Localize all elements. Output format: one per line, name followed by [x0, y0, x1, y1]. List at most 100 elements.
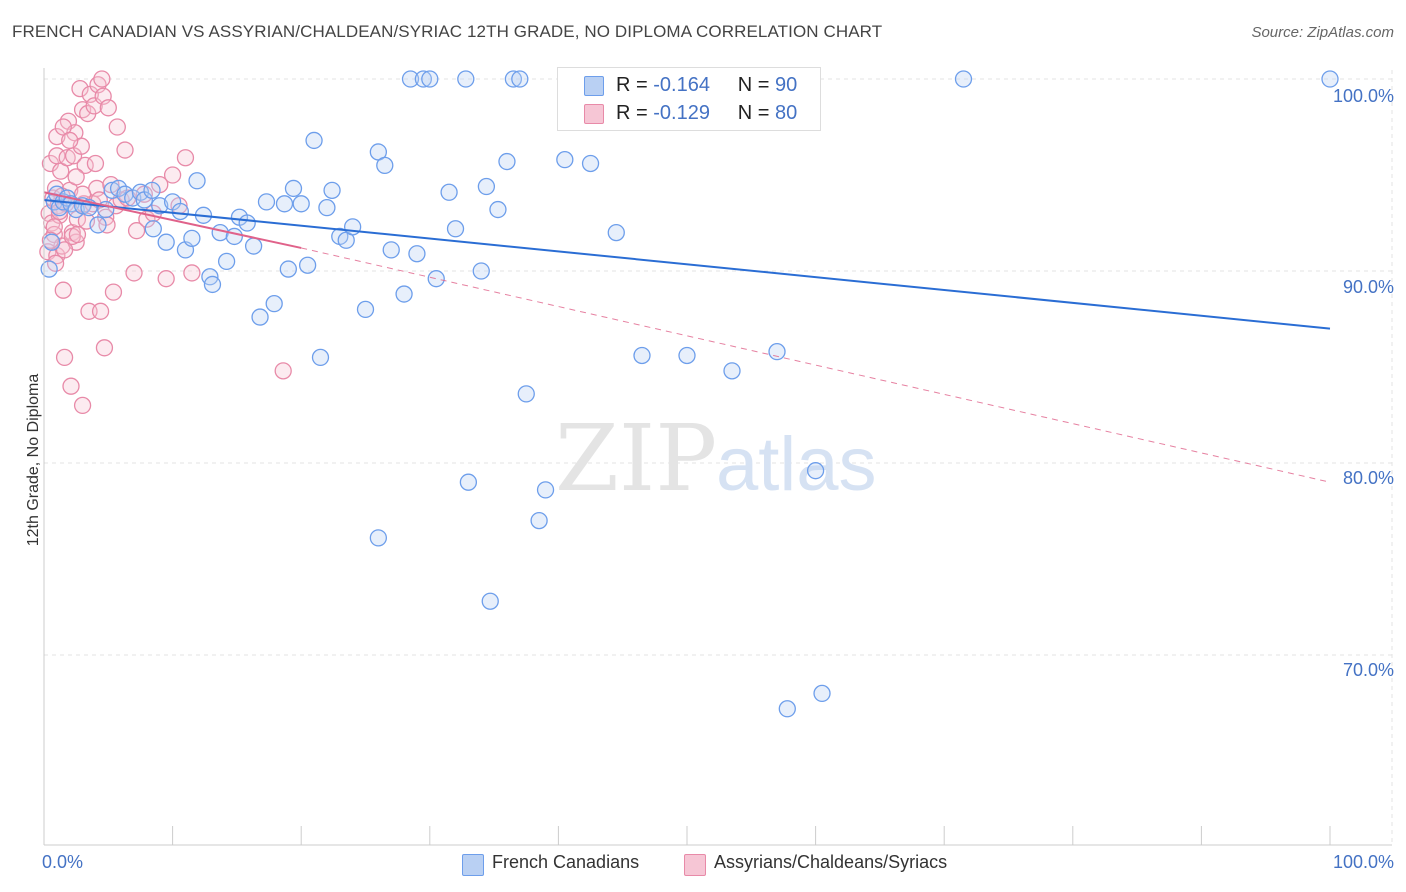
data-point — [536, 481, 555, 499]
data-point — [768, 342, 786, 361]
trend-line — [43, 191, 302, 249]
r-label: R = — [616, 74, 648, 96]
data-point — [55, 241, 74, 259]
data-point — [498, 152, 516, 171]
data-points — [39, 70, 1339, 718]
data-point — [67, 168, 85, 186]
data-point — [504, 70, 523, 88]
x-tick-label-max: 100.0% — [1332, 852, 1394, 872]
watermark-atlas: atlas — [716, 422, 877, 507]
data-point — [382, 241, 400, 259]
data-point — [61, 131, 79, 150]
data-point — [356, 300, 375, 319]
data-point — [414, 70, 433, 88]
data-point — [183, 264, 201, 282]
data-point — [265, 294, 283, 313]
data-point — [440, 183, 458, 201]
data-point — [311, 348, 330, 367]
data-point — [369, 529, 388, 547]
data-point — [125, 264, 143, 282]
data-point — [607, 223, 625, 242]
data-point — [446, 220, 465, 238]
data-point — [678, 346, 696, 365]
x-tick-label-min: 0.0% — [42, 852, 84, 872]
data-point — [68, 225, 87, 244]
data-point — [127, 222, 146, 240]
stats-row-assyrians: R = -0.129 N = 80 — [558, 100, 820, 128]
trend-lines — [43, 191, 1331, 483]
data-point — [284, 179, 303, 198]
data-point — [954, 70, 973, 88]
data-point — [48, 127, 66, 146]
data-point — [427, 270, 445, 288]
watermark-zip: ZIP — [555, 405, 717, 512]
data-point — [203, 275, 222, 294]
data-point — [163, 166, 182, 184]
data-point — [408, 245, 426, 263]
data-point — [305, 131, 323, 150]
data-point — [279, 260, 297, 278]
data-point — [556, 150, 574, 169]
chart-title: FRENCH CANADIAN VS ASSYRIAN/CHALDEAN/SYR… — [12, 22, 883, 41]
data-point — [71, 79, 89, 98]
data-point — [1321, 70, 1339, 88]
data-point — [93, 70, 111, 88]
data-point — [62, 377, 80, 395]
data-point — [43, 233, 61, 251]
data-point — [40, 260, 58, 278]
data-point — [489, 200, 507, 219]
data-point — [421, 70, 439, 88]
data-point — [376, 156, 394, 175]
y-tick-label: 70.0% — [1342, 660, 1394, 680]
data-point — [104, 283, 123, 301]
data-point — [225, 227, 243, 246]
data-point — [176, 149, 195, 167]
data-point — [116, 141, 134, 159]
data-point — [459, 473, 478, 491]
data-point — [806, 462, 825, 480]
data-point — [275, 195, 294, 213]
data-point — [55, 348, 74, 367]
data-point — [217, 252, 236, 271]
data-point — [251, 308, 269, 326]
legend-label: French Canadians — [492, 852, 640, 872]
n-value: 90 — [775, 74, 798, 96]
stats-text: R = -0.129 N = 80 — [616, 102, 797, 125]
data-point — [323, 181, 341, 200]
r-value: -0.129 — [653, 102, 710, 124]
data-point — [517, 385, 535, 403]
data-point — [778, 700, 796, 718]
data-point — [238, 214, 256, 232]
data-point — [530, 511, 548, 530]
data-point — [481, 592, 499, 610]
data-point — [274, 362, 292, 380]
data-point — [477, 177, 496, 196]
r-label: R = — [616, 102, 648, 124]
data-point — [343, 218, 362, 236]
legend-swatch — [684, 854, 706, 876]
r-value: -0.164 — [653, 74, 710, 96]
data-point — [633, 346, 651, 365]
data-point — [103, 181, 121, 200]
legend-label: Assyrians/Chaldeans/Syriacs — [714, 852, 948, 872]
data-point — [257, 193, 276, 211]
data-point — [401, 70, 420, 88]
n-label: N = — [737, 102, 770, 124]
data-point — [54, 281, 72, 299]
data-point — [157, 270, 175, 288]
data-point — [457, 70, 475, 88]
y-tick-label: 100.0% — [1332, 86, 1394, 106]
trend-line — [43, 198, 1331, 330]
data-point — [298, 256, 317, 274]
chart-source: Source: ZipAtlas.com — [1251, 24, 1394, 41]
data-point — [813, 684, 831, 703]
y-tick-label: 90.0% — [1342, 277, 1394, 297]
data-point — [151, 197, 169, 215]
data-point — [99, 99, 117, 117]
data-point — [472, 262, 490, 280]
data-point — [171, 202, 189, 221]
series-swatch — [584, 104, 604, 124]
data-point — [91, 302, 110, 320]
data-point — [157, 233, 175, 251]
